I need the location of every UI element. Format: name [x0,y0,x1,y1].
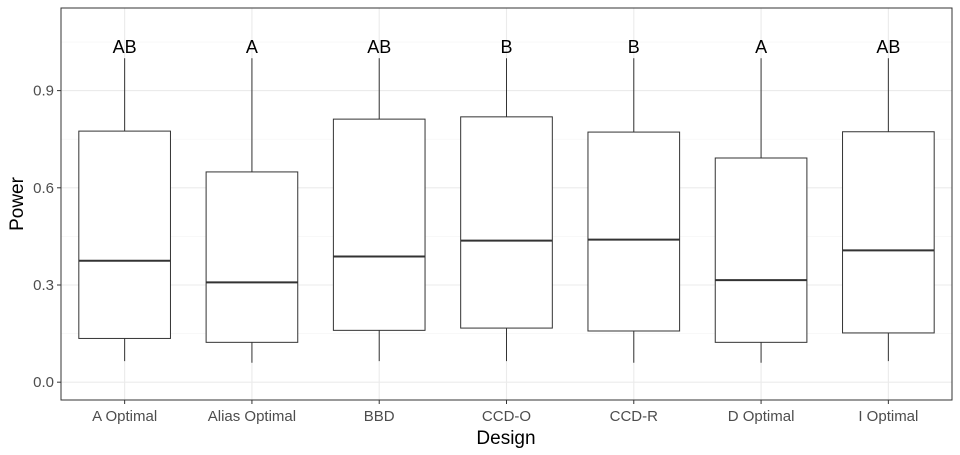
box-iqr [206,172,298,342]
y-tick-label: 0.3 [33,277,54,294]
x-tick-label: CCD-O [482,408,531,425]
group-letter-label: A [246,37,258,57]
group-letter-label: AB [367,37,391,57]
x-axis-title: Design [476,428,535,449]
x-tick-label: Alias Optimal [208,408,296,425]
y-tick-label: 0.9 [33,83,54,100]
box-iqr [79,131,171,338]
y-tick-label: 0.6 [33,180,54,197]
y-tick-label: 0.0 [33,374,54,391]
box-iqr [843,132,935,333]
x-tick-label: A Optimal [92,408,157,425]
y-axis-title: Power [7,176,28,231]
group-letter-label: B [628,37,640,57]
box-iqr [715,158,807,342]
x-tick-label: CCD-R [610,408,658,425]
group-letter-label: AB [113,37,137,57]
x-tick-label: BBD [364,408,395,425]
x-axis: A Optimal Alias Optimal BBD CCD-O CCD-R D Opt… [92,400,918,425]
box-iqr [588,132,680,331]
y-axis: 0.0 0.3 0.6 0.9 [33,83,61,392]
group-letter-label: B [500,37,512,57]
box-iqr [461,117,553,328]
x-tick-label: I Optimal [858,408,918,425]
x-tick-label: D Optimal [728,408,795,425]
box-iqr [333,119,425,330]
group-letter-label: AB [876,37,900,57]
group-letter-label: A [755,37,767,57]
